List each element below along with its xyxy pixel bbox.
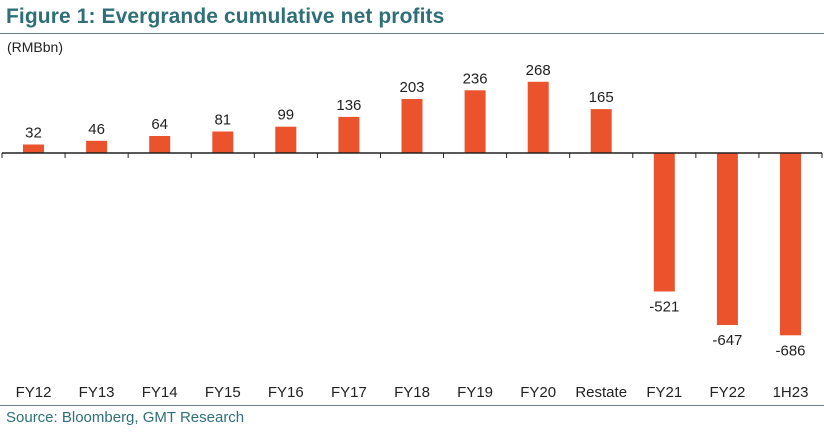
- bar-fy18: [401, 99, 423, 153]
- bar-fy15: [212, 131, 234, 153]
- value-label: -647: [712, 332, 742, 349]
- x-tick-label: 1H23: [773, 384, 809, 401]
- source-divider: [0, 405, 824, 406]
- x-tick-label: FY12: [16, 384, 52, 401]
- ticks-group: [1, 153, 823, 158]
- value-label: -521: [649, 299, 679, 316]
- x-tick-label: FY21: [646, 384, 682, 401]
- x-tick-label: FY22: [709, 384, 745, 401]
- x-tick-label: FY16: [268, 384, 304, 401]
- value-label: -686: [775, 342, 805, 359]
- x-tick-label: FY19: [457, 384, 493, 401]
- value-label: 46: [88, 121, 105, 138]
- x-tick-label: FY17: [331, 384, 367, 401]
- bar-fy20: [527, 81, 549, 153]
- bar-fy14: [149, 136, 171, 153]
- bar-fy19: [464, 90, 486, 153]
- y-unit-label: (RMBbn): [7, 39, 63, 55]
- value-label: 236: [463, 70, 488, 87]
- value-label: 268: [526, 62, 551, 79]
- value-label: 165: [589, 89, 614, 106]
- x-tick-label: FY13: [79, 384, 115, 401]
- value-label: 136: [336, 97, 361, 114]
- title-divider: [0, 33, 824, 34]
- bar-1h23: [780, 153, 801, 336]
- value-label: 32: [25, 125, 42, 142]
- bar-fy13: [86, 140, 108, 153]
- bars-group: [23, 81, 801, 336]
- bar-fy12: [23, 144, 44, 153]
- source-note: Source: Bloomberg, GMT Research: [6, 409, 245, 426]
- value-label: 203: [399, 79, 424, 96]
- bar-chart: (RMBbn) 32 46 64 81 99 136 203 236 268 165 -521 -64…: [1, 39, 823, 401]
- value-label: 64: [151, 116, 168, 133]
- tick-labels-group: FY12 FY13 FY14 FY15 FY16 FY17 FY18 FY19 FY20 Rest…: [16, 384, 809, 401]
- value-label: 99: [277, 107, 294, 124]
- x-tick-label: Restate: [575, 384, 627, 401]
- bar-fy21: [653, 153, 675, 292]
- value-label: 81: [214, 112, 231, 129]
- chart-title: Figure 1: Evergrande cumulative net prof…: [6, 5, 445, 28]
- bar-fy16: [275, 126, 297, 153]
- bar-fy22: [716, 153, 738, 325]
- value-labels-group: 32 46 64 81 99 136 203 236 268 165 -521 -647 -686: [25, 62, 805, 359]
- x-tick-label: FY20: [520, 384, 556, 401]
- x-tick-label: FY14: [142, 384, 178, 401]
- bar-fy17: [338, 116, 360, 153]
- x-tick-label: FY15: [205, 384, 241, 401]
- bar-restate: [590, 109, 612, 153]
- x-tick-label: FY18: [394, 384, 430, 401]
